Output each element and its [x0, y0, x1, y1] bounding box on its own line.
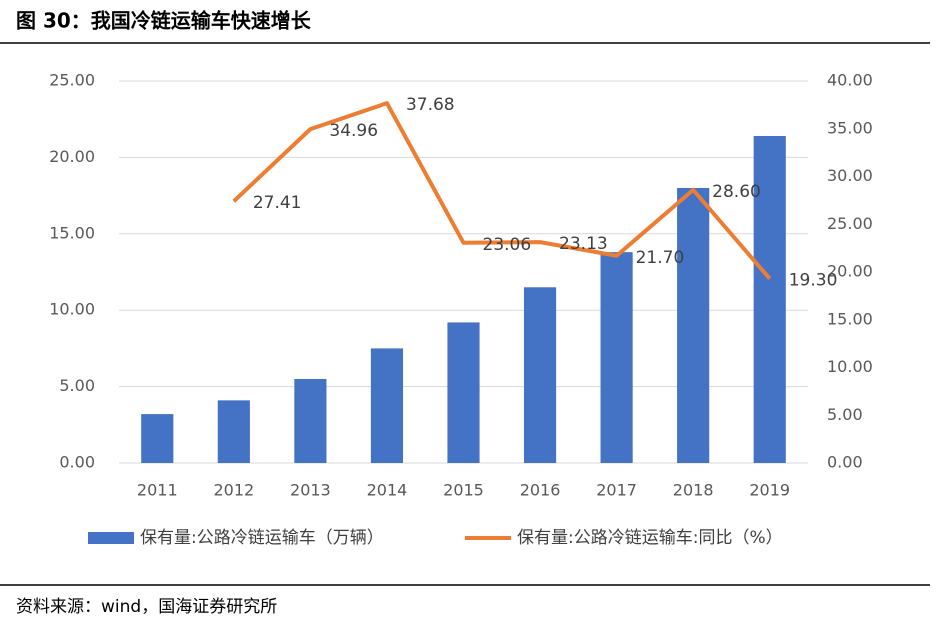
y-tick-label: 15.00	[49, 223, 95, 242]
y2-tick-label: 10.00	[827, 357, 873, 376]
y2-tick-label: 35.00	[827, 118, 873, 137]
line	[232, 101, 772, 280]
y2-tick-label: 30.00	[827, 166, 873, 185]
x-tick-label: 2013	[290, 481, 331, 500]
y-tick-label: 25.00	[49, 71, 95, 90]
bar	[523, 287, 557, 463]
data-label: 28.60	[712, 182, 761, 202]
y-tick-label: 20.00	[49, 147, 95, 166]
bar	[447, 322, 480, 463]
data-label: 23.06	[483, 235, 532, 255]
y-tick-label: 0.00	[59, 453, 95, 472]
y2-tick-label: 0.00	[827, 453, 863, 472]
x-tick-label: 2019	[749, 481, 790, 500]
y-tick-label: 10.00	[49, 300, 95, 319]
data-label: 19.30	[789, 271, 838, 291]
x-tick-label: 2011	[137, 481, 178, 500]
bar	[600, 252, 633, 463]
legend-label: 保有量:公路冷链运输车（万辆）	[140, 528, 384, 548]
y-tick-label: 5.00	[59, 376, 95, 395]
data-label: 21.70	[636, 248, 685, 268]
bar	[217, 400, 250, 463]
chart-title: 图 30：我国冷链运输车快速增长	[16, 9, 312, 33]
bar	[141, 414, 174, 463]
x-tick-label: 2018	[673, 481, 714, 500]
legend-swatch	[88, 532, 134, 544]
x-tick-label: 2014	[367, 481, 408, 500]
data-label: 27.41	[253, 193, 302, 213]
x-tick-label: 2017	[596, 481, 637, 500]
y2-tick-label: 25.00	[827, 214, 873, 233]
y2-tick-label: 15.00	[827, 309, 873, 328]
x-tick-label: 2012	[213, 481, 254, 500]
bar	[294, 378, 327, 463]
x-tick-label: 2015	[443, 481, 484, 500]
legend-label: 保有量:公路冷链运输车:同比（%）	[517, 528, 783, 548]
y2-tick-label: 20.00	[827, 262, 873, 281]
data-label: 34.96	[329, 121, 378, 141]
bar	[370, 348, 404, 463]
data-label: 23.13	[559, 234, 608, 254]
data-label: 37.68	[406, 95, 455, 115]
source: 资料来源：wind，国海证券研究所	[16, 597, 277, 617]
bar	[677, 187, 710, 463]
y2-tick-label: 40.00	[827, 71, 873, 90]
x-tick-label: 2016	[520, 481, 561, 500]
y2-tick-label: 5.00	[827, 405, 863, 424]
bar	[753, 136, 786, 463]
